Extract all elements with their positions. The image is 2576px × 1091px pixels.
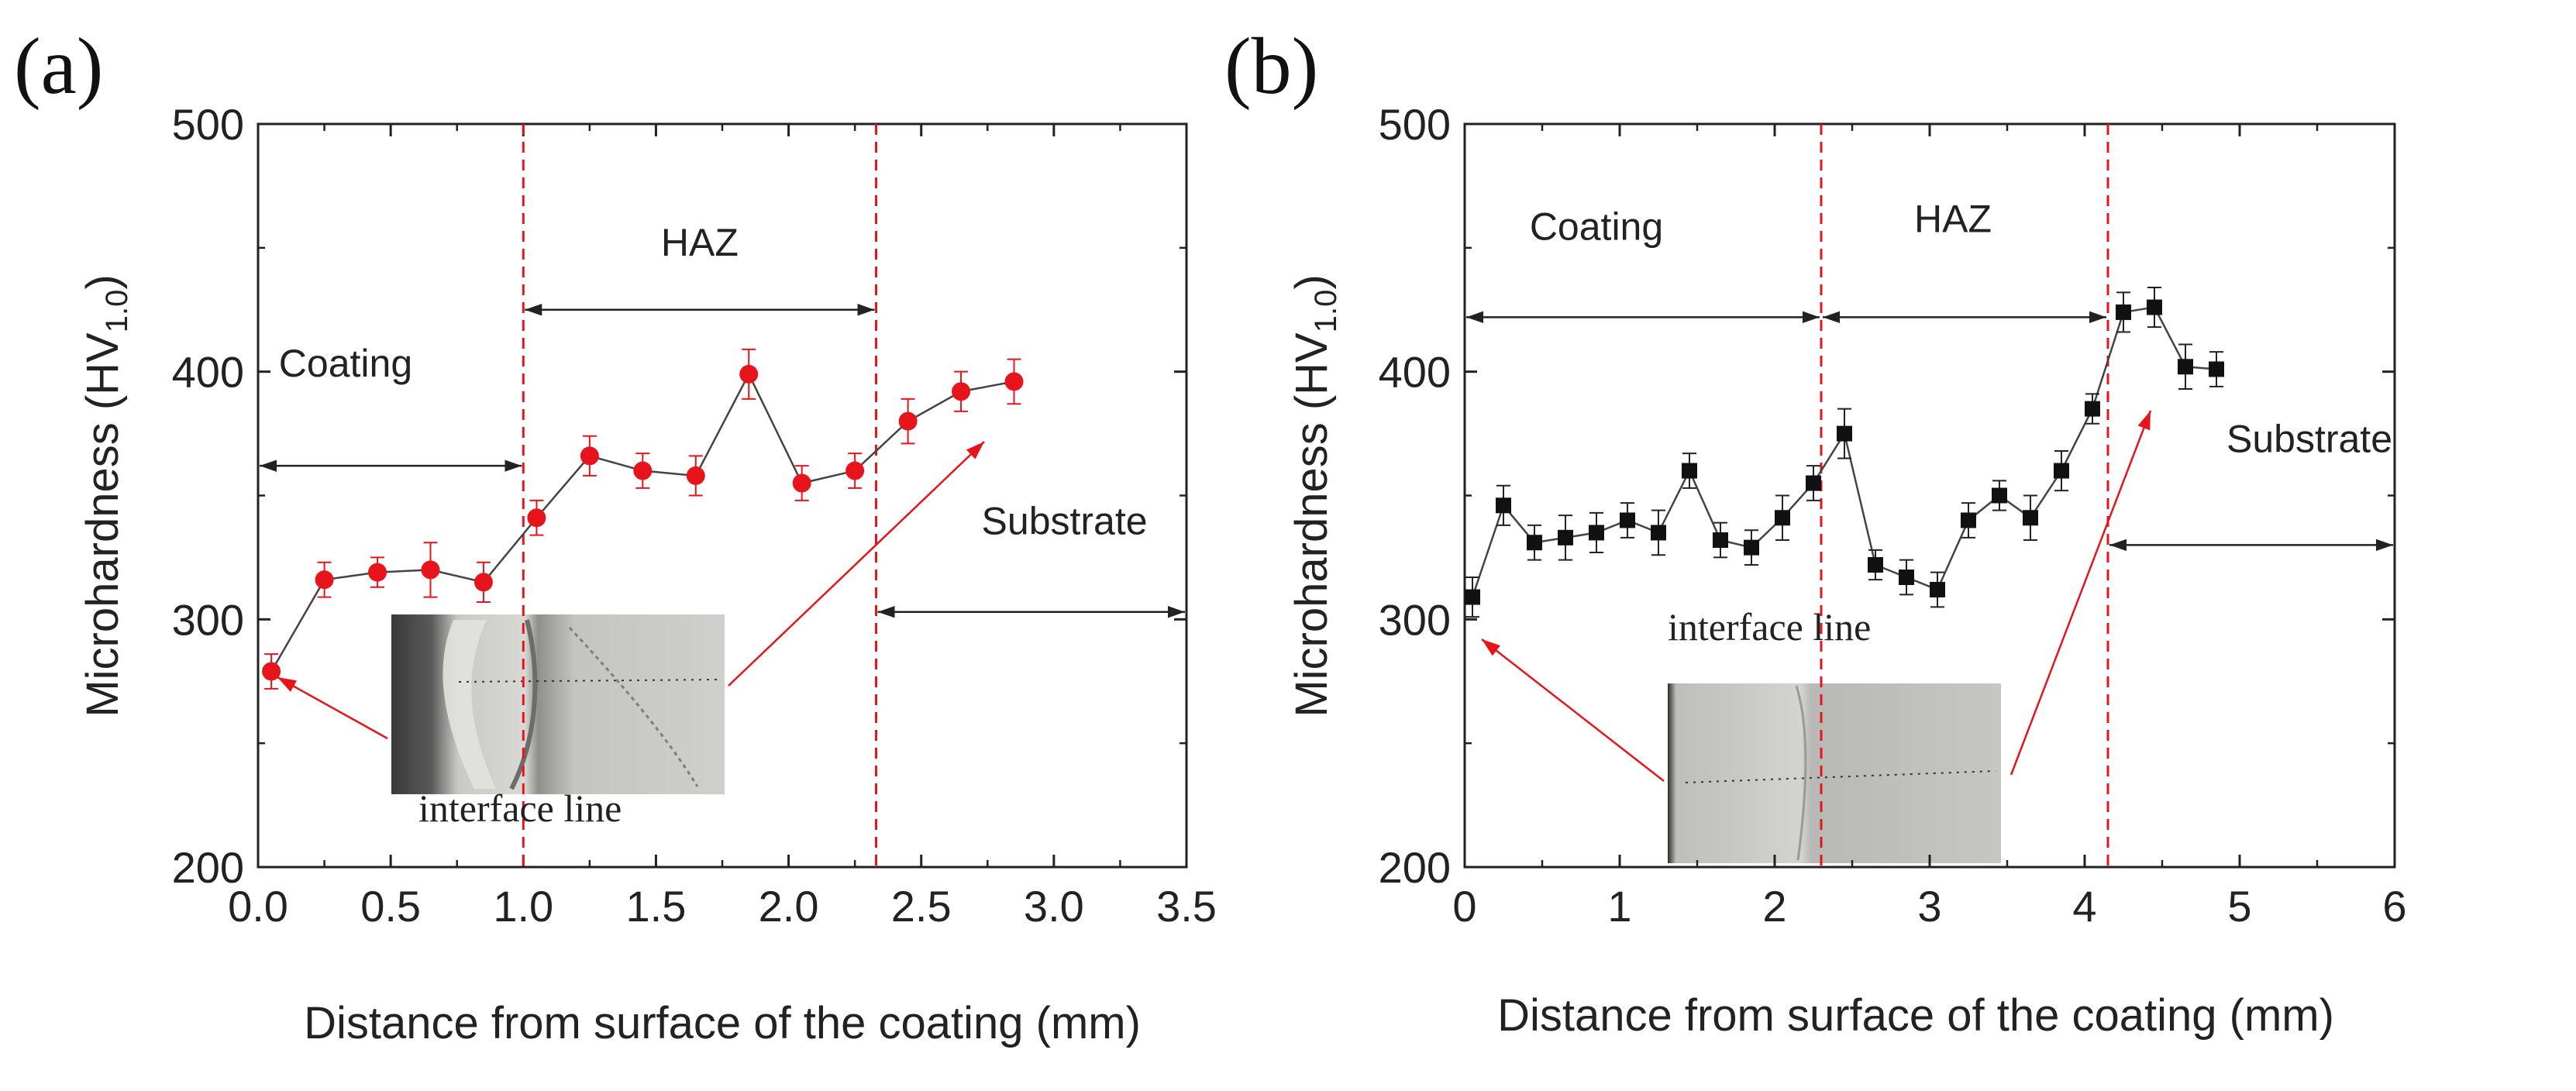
data-point	[1868, 557, 1883, 573]
coating-label: Coating	[1530, 205, 1663, 248]
panel-a-x-ticks: 0.0 0.5 1.0 1.5 2.0 2.5 3.0 3.5	[228, 124, 1217, 931]
data-point	[1744, 539, 1759, 556]
data-point	[2085, 401, 2100, 417]
data-point	[1589, 525, 1604, 541]
x-tick-label: 1.5	[625, 882, 686, 931]
data-point	[952, 382, 971, 401]
data-point	[845, 461, 865, 480]
x-tick-label: 6	[2382, 882, 2406, 931]
data-point	[527, 508, 546, 528]
data-point	[1496, 497, 1511, 514]
data-point	[1004, 372, 1024, 391]
y-tick-label: 300	[172, 595, 244, 644]
data-point	[1992, 487, 2007, 504]
data-point	[421, 560, 440, 580]
panel-b-pointer-arrow-left	[1481, 638, 1665, 782]
data-point	[1899, 569, 1914, 585]
panel-b-annotations: Coating HAZ Substrate	[1466, 197, 2393, 552]
data-point	[315, 570, 334, 590]
data-point	[1713, 532, 1728, 549]
data-point	[1465, 589, 1480, 605]
y-tick-label: 500	[1379, 100, 1451, 149]
data-point	[2178, 359, 2193, 375]
x-tick-label: 3.5	[1156, 882, 1217, 931]
panel-b: (b) 200 300 400 500 0 1 2 3 4 5 6 Coating HAZ Subst…	[1224, 22, 2407, 1041]
panel-a-y-ticks: 200 300 400 500	[172, 100, 1186, 892]
y-tick-label: 200	[1379, 843, 1451, 892]
panel-b-series	[1465, 286, 2224, 618]
coating-label: Coating	[279, 342, 412, 385]
panel-b-x-axis-label: Distance from surface of the coating (mm…	[1497, 990, 2334, 1041]
data-point	[1527, 535, 1542, 551]
x-tick-label: 3.0	[1024, 882, 1084, 931]
x-tick-label: 3	[1917, 882, 1941, 931]
panel-a-y-axis-label: Microhardness (HV1.0)	[77, 274, 134, 717]
data-point	[1961, 512, 1976, 528]
data-point	[1930, 581, 1945, 597]
data-point	[2116, 304, 2131, 320]
x-tick-label: 1.0	[493, 882, 553, 931]
haz-label: HAZ	[1914, 197, 1992, 240]
data-point	[474, 573, 493, 592]
panel-a-pointer-arrow-left	[277, 676, 388, 740]
panel-b-y-axis-label: Microhardness (HV1.0)	[1286, 274, 1343, 717]
y-tick-label: 400	[1379, 348, 1451, 397]
data-point	[1806, 475, 1821, 491]
panel-a-series	[262, 348, 1024, 690]
panel-a-inset-label: interface line	[418, 786, 622, 830]
data-point	[1775, 510, 1790, 526]
panel-b-x-ticks: 0 1 2 3 4 5 6	[1452, 124, 2407, 931]
x-tick-label: 2	[1762, 882, 1786, 931]
data-point	[2023, 510, 2038, 526]
panel-b-y-ticks: 200 300 400 500	[1379, 100, 2395, 892]
substrate-label: Substrate	[982, 500, 1148, 543]
data-point	[1620, 512, 1635, 528]
data-point	[368, 563, 387, 582]
data-point	[262, 662, 281, 681]
x-tick-label: 0	[1452, 882, 1476, 931]
panel-a-pointer-arrow-right	[728, 441, 985, 687]
panel-a-annotations: HAZ Coating Substrate	[260, 221, 1185, 618]
data-point	[739, 364, 759, 384]
x-tick-label: 4	[2072, 882, 2096, 931]
data-point	[898, 411, 918, 431]
y-tick-label: 200	[172, 843, 244, 892]
panel-b-inset-micrograph	[1668, 683, 2001, 863]
data-point	[686, 466, 705, 485]
data-point	[580, 446, 599, 466]
x-tick-label: 0.5	[360, 882, 421, 931]
haz-label: HAZ	[661, 221, 739, 264]
x-tick-label: 2.0	[759, 882, 819, 931]
data-point	[792, 473, 811, 493]
data-point	[2209, 361, 2224, 377]
data-point	[1651, 525, 1666, 541]
data-point	[1837, 425, 1852, 442]
panel-a: (a) 200 300 400 500 0.0 0.5 1.0 1.5 2.0 2.5 3.0 3.…	[14, 22, 1217, 1048]
x-tick-label: 0.0	[228, 882, 288, 931]
data-point	[1682, 463, 1697, 479]
panel-a-inset-micrograph	[391, 614, 725, 794]
panel-a-x-axis-label: Distance from surface of the coating (mm…	[304, 998, 1141, 1048]
x-tick-label: 5	[2227, 882, 2251, 931]
data-point	[2054, 463, 2069, 479]
data-point	[2147, 299, 2162, 315]
y-tick-label: 400	[172, 348, 244, 397]
data-point	[633, 461, 653, 480]
panel-b-label: (b)	[1224, 22, 1318, 111]
x-tick-label: 2.5	[891, 882, 952, 931]
data-point	[1558, 529, 1573, 546]
panel-b-inset-label: interface line	[1668, 605, 1871, 649]
x-tick-label: 1	[1607, 882, 1631, 931]
substrate-label: Substrate	[2226, 417, 2392, 460]
y-tick-label: 500	[172, 100, 244, 149]
y-tick-label: 300	[1379, 595, 1451, 644]
panel-a-label: (a)	[14, 22, 103, 111]
panel-b-pointer-arrow-right	[2009, 410, 2152, 776]
